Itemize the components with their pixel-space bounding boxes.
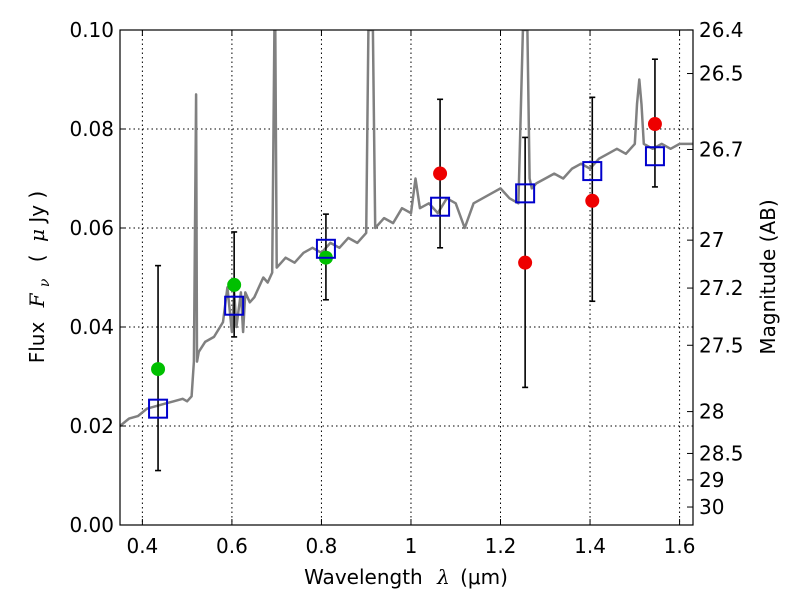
magnitude-tick-label: 26.4: [699, 18, 744, 42]
green-data-point: [151, 362, 166, 377]
x-tick-label: 0.6: [216, 534, 248, 558]
magnitude-tick-label: 27.5: [699, 333, 744, 357]
x-axis-title-units: (μm): [460, 565, 508, 589]
y-tick-label: 0.04: [69, 315, 114, 339]
model-square-point: [315, 238, 336, 259]
spectrum-line: [120, 30, 693, 427]
model-square-point: [148, 398, 169, 419]
axes-ticks: 0.4 0.6 0.8 1 1.2 1.4 1.6 0.00 0.02 0.04 0.06 0.08 0…: [69, 18, 743, 558]
x-tick-label: 1: [405, 534, 418, 558]
plot-frame: [119, 29, 694, 526]
model-square-point: [515, 183, 536, 204]
x-tick-label: 1.2: [485, 534, 517, 558]
red-data-point: [585, 193, 600, 208]
magnitude-tick-label: 30: [699, 495, 724, 519]
red-data-point: [433, 166, 448, 181]
y-axis-title-units-open: (: [25, 254, 49, 262]
y-tick-label: 0.06: [69, 216, 114, 240]
x-tick-label: 0.8: [306, 534, 338, 558]
magnitude-tick-label: 29: [699, 468, 724, 492]
y-tick-label: 0.08: [69, 117, 114, 141]
red-data-point: [518, 255, 533, 270]
y-axis-title-units-rest: Jy ): [25, 191, 49, 225]
magnitude-tick-label: 26.7: [699, 137, 744, 161]
model-square-point: [430, 196, 451, 217]
y-tick-label: 0.00: [69, 513, 114, 537]
x-tick-label: 0.4: [126, 534, 158, 558]
magnitude-tick-label: 28.5: [699, 441, 744, 465]
x-axis-title: Wavelength λ (μm): [304, 565, 508, 589]
y-axis-title-prefix: Flux: [25, 322, 49, 364]
x-tick-label: 1.4: [574, 534, 606, 558]
x-axis-title-prefix: Wavelength: [304, 565, 423, 589]
y-axis-title-symbol: F: [25, 292, 49, 308]
magnitude-axis-title: Magnitude (AB): [756, 199, 780, 354]
x-tick-label: 1.6: [664, 534, 696, 558]
magnitude-tick-label: 26.5: [699, 62, 744, 86]
plot-area: [120, 30, 693, 472]
y-axis-title-subscript: ν: [37, 278, 53, 287]
magnitude-tick-label: 27: [699, 228, 724, 252]
y-axis-title-units-mu: μ: [25, 229, 49, 242]
model-square-point: [582, 161, 603, 182]
magnitude-tick-label: 27.2: [699, 276, 744, 300]
y-tick-label: 0.10: [69, 18, 114, 42]
y-axis-title: Flux F ν ( μ Jy ): [25, 191, 54, 364]
red-data-point: [647, 117, 662, 132]
grid: [120, 29, 693, 526]
magnitude-tick-label: 28: [699, 400, 724, 424]
model-square-point: [224, 295, 245, 316]
model-square-point: [644, 146, 665, 167]
green-data-point: [227, 277, 242, 292]
y-tick-label: 0.02: [69, 414, 114, 438]
x-axis-title-symbol: λ: [436, 565, 450, 589]
